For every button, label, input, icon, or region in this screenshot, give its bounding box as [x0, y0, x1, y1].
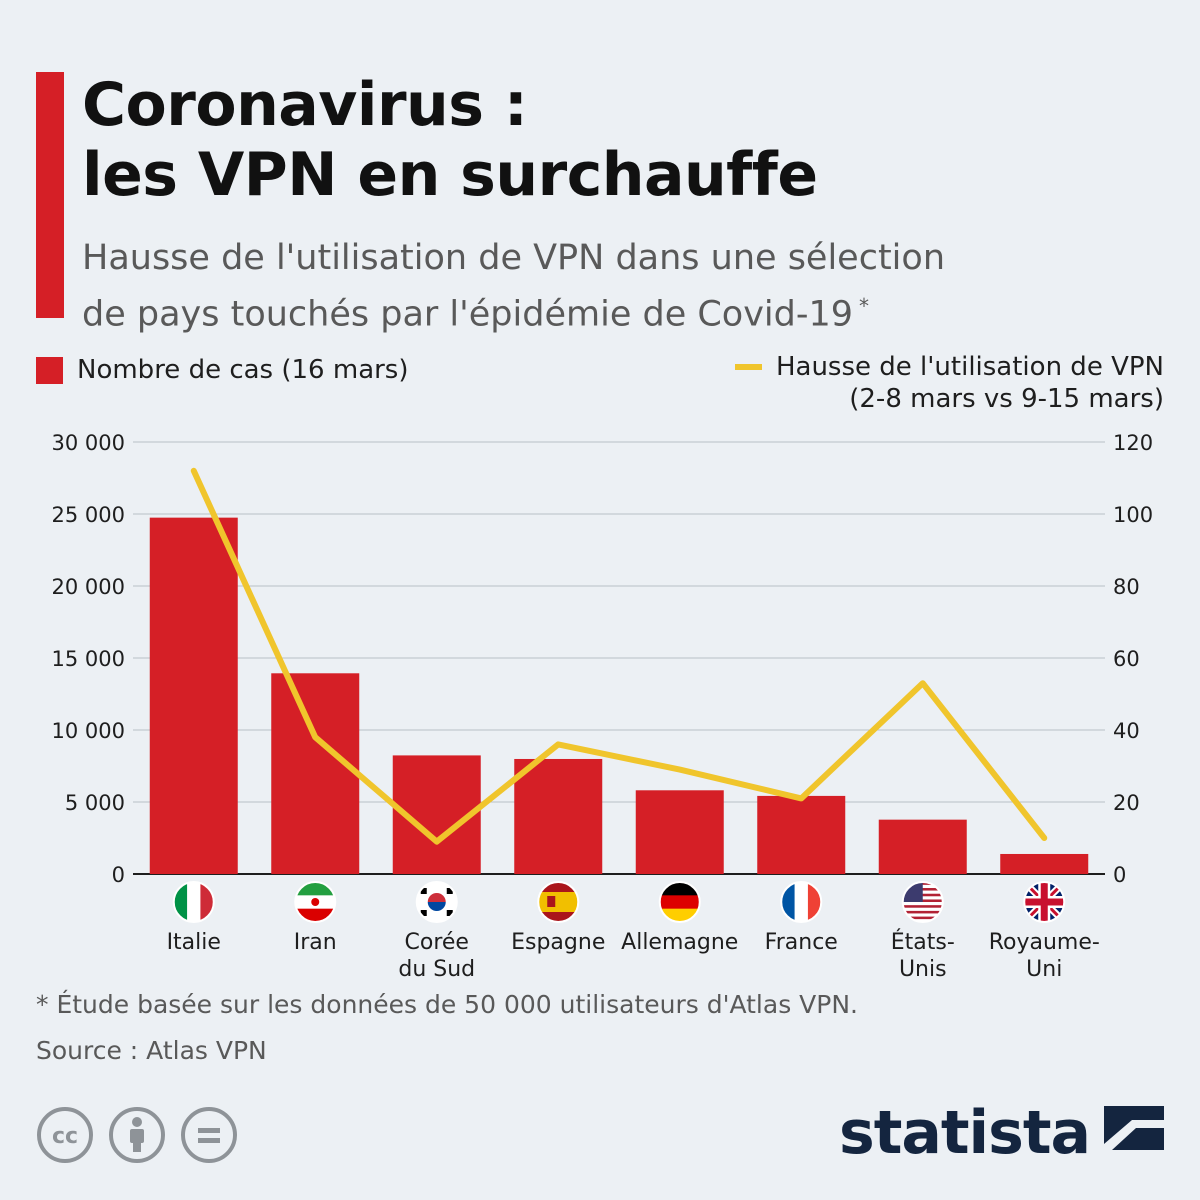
y-left-tick-label: 25 000 — [52, 503, 125, 527]
bar — [1000, 853, 1089, 874]
bar — [271, 673, 360, 874]
italy-flag-icon — [172, 881, 215, 923]
title-accent-bar — [36, 72, 64, 318]
y-right-tick-label: 0 — [1113, 863, 1126, 887]
y-right-tick-label: 60 — [1113, 647, 1140, 671]
country-flags — [172, 881, 1066, 923]
bars-cases — [149, 517, 1089, 874]
category-label: France — [765, 930, 838, 955]
y-left-tick-label: 30 000 — [52, 431, 125, 455]
spain-flag-icon — [537, 881, 580, 923]
cc-icon[interactable]: cc — [36, 1106, 94, 1164]
subtitle-line-1: Hausse de l'utilisation de VPN dans une … — [82, 238, 946, 278]
uk-flag-icon — [1023, 881, 1066, 923]
category-label: États- — [891, 929, 955, 955]
no-derivatives-icon[interactable] — [180, 1106, 238, 1164]
title-line-2: les VPN en surchauffe — [82, 140, 818, 210]
title-line-1: Coronavirus : — [82, 70, 528, 140]
category-label: Unis — [899, 957, 947, 982]
y-right-tick-label: 120 — [1113, 431, 1153, 455]
category-label: Uni — [1026, 957, 1062, 982]
legend-vpn-sublabel: (2-8 mars vs 9-15 mars) — [849, 384, 1164, 414]
statista-logo-icon — [1104, 1106, 1164, 1164]
legend-cases-label: Nombre de cas (16 mars) — [77, 355, 409, 385]
category-label: Allemagne — [621, 930, 738, 955]
y-left-tick-label: 10 000 — [52, 719, 125, 743]
y-right-tick-label: 40 — [1113, 719, 1140, 743]
y-right-tick-label: 100 — [1113, 503, 1153, 527]
license-icons: cc — [36, 1106, 238, 1164]
bar — [635, 790, 724, 874]
y-left-tick-label: 15 000 — [52, 647, 125, 671]
y-axis-left: 0 5 000 10 000 15 000 20 000 25 000 30 000 — [52, 431, 125, 887]
y-right-tick-label: 80 — [1113, 575, 1140, 599]
category-label: Italie — [167, 930, 221, 955]
y-left-tick-label: 20 000 — [52, 575, 125, 599]
chart-title: Coronavirus : les VPN en surchauffe — [82, 70, 818, 210]
bar — [149, 517, 238, 874]
statista-logo-text: statista — [838, 1098, 1091, 1168]
legend-cases-swatch — [36, 356, 63, 384]
bar — [757, 795, 846, 874]
category-label: Espagne — [511, 930, 605, 955]
bar — [514, 758, 603, 874]
y-right-tick-label: 20 — [1113, 791, 1140, 815]
category-label: Iran — [294, 930, 337, 955]
legend-vpn-label: Hausse de l'utilisation de VPN — [775, 352, 1164, 382]
legend-vpn: Hausse de l'utilisation de VPN (2-8 mars… — [734, 352, 1164, 416]
subtitle-line-2: de pays touchés par l'épidémie de Covid-… — [82, 282, 1142, 339]
subtitle-line-2-text: de pays touchés par l'épidémie de Covid-… — [82, 294, 854, 335]
south-korea-flag-icon — [415, 881, 458, 923]
germany-flag-icon — [658, 881, 701, 923]
attribution-icon[interactable] — [108, 1106, 166, 1164]
iran-flag-icon — [294, 881, 337, 923]
france-flag-icon — [780, 881, 823, 923]
category-label: Royaume- — [989, 930, 1100, 955]
y-left-tick-label: 0 — [112, 863, 125, 887]
category-label: du Sud — [398, 957, 475, 982]
legend-cases: Nombre de cas (16 mars) — [36, 355, 409, 385]
legend-vpn-swatch — [734, 364, 762, 370]
footnote: * Étude basée sur les données de 50 000 … — [36, 990, 858, 1019]
source: Source : Atlas VPN — [36, 1036, 267, 1065]
svg-text:cc: cc — [52, 1124, 78, 1149]
usa-flag-icon — [901, 881, 944, 923]
bar — [878, 819, 967, 874]
combo-chart: 0 5 000 10 000 15 000 20 000 25 000 30 000 0 20… — [52, 431, 1154, 982]
y-axis-right: 0 20 40 60 80 100 120 — [1113, 431, 1153, 887]
chart-subtitle: Hausse de l'utilisation de VPN dans une … — [82, 234, 1142, 339]
y-left-tick-label: 5 000 — [65, 791, 125, 815]
line-vpn — [190, 467, 1048, 845]
vpn-line — [190, 467, 1048, 845]
subtitle-footnote-marker: * — [859, 294, 870, 318]
category-label: Corée — [405, 930, 469, 955]
